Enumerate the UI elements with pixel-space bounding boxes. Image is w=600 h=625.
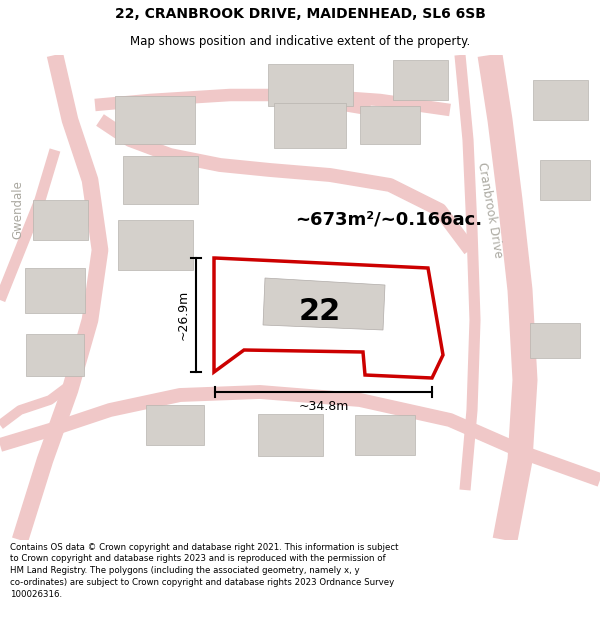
Bar [530, 322, 580, 357]
Bar [533, 80, 587, 120]
Text: 22: 22 [299, 298, 341, 326]
Bar [32, 200, 88, 240]
Text: Cranbrook Drive: Cranbrook Drive [475, 161, 505, 259]
Bar [118, 220, 193, 270]
Text: 22, CRANBROOK DRIVE, MAIDENHEAD, SL6 6SB: 22, CRANBROOK DRIVE, MAIDENHEAD, SL6 6SB [115, 7, 485, 21]
Bar [26, 334, 84, 376]
Bar [146, 405, 204, 445]
Text: ~34.8m: ~34.8m [298, 400, 349, 413]
Bar [257, 414, 323, 456]
Text: ~26.9m: ~26.9m [177, 290, 190, 340]
Bar [115, 96, 195, 144]
Text: Map shows position and indicative extent of the property.: Map shows position and indicative extent… [130, 35, 470, 48]
Polygon shape [214, 258, 443, 378]
Text: ~673m²/~0.166ac.: ~673m²/~0.166ac. [295, 211, 482, 229]
Text: Contains OS data © Crown copyright and database right 2021. This information is : Contains OS data © Crown copyright and d… [10, 542, 398, 599]
Bar [540, 160, 590, 200]
Bar [360, 106, 420, 144]
Text: Gwendale: Gwendale [11, 181, 25, 239]
Bar [268, 64, 353, 106]
Bar [274, 102, 346, 148]
Polygon shape [263, 278, 385, 330]
Bar [122, 156, 197, 204]
Bar [25, 268, 85, 312]
Bar [392, 60, 448, 100]
Bar [355, 415, 415, 455]
